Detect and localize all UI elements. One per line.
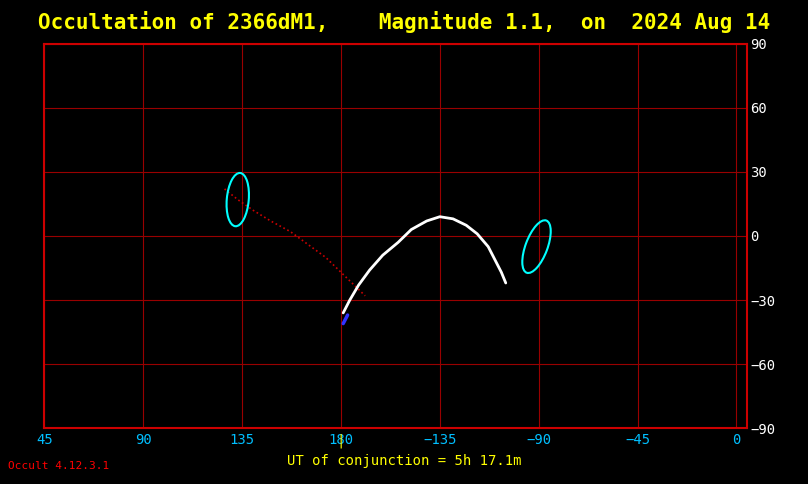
Text: UT of conjunction = 5h 17.1m: UT of conjunction = 5h 17.1m (287, 454, 521, 468)
Text: |: | (337, 433, 345, 448)
Text: Occult 4.12.3.1: Occult 4.12.3.1 (8, 461, 109, 470)
Text: Occultation of 2366dM1,    Magnitude 1.1,  on  2024 Aug 14: Occultation of 2366dM1, Magnitude 1.1, o… (38, 11, 770, 33)
